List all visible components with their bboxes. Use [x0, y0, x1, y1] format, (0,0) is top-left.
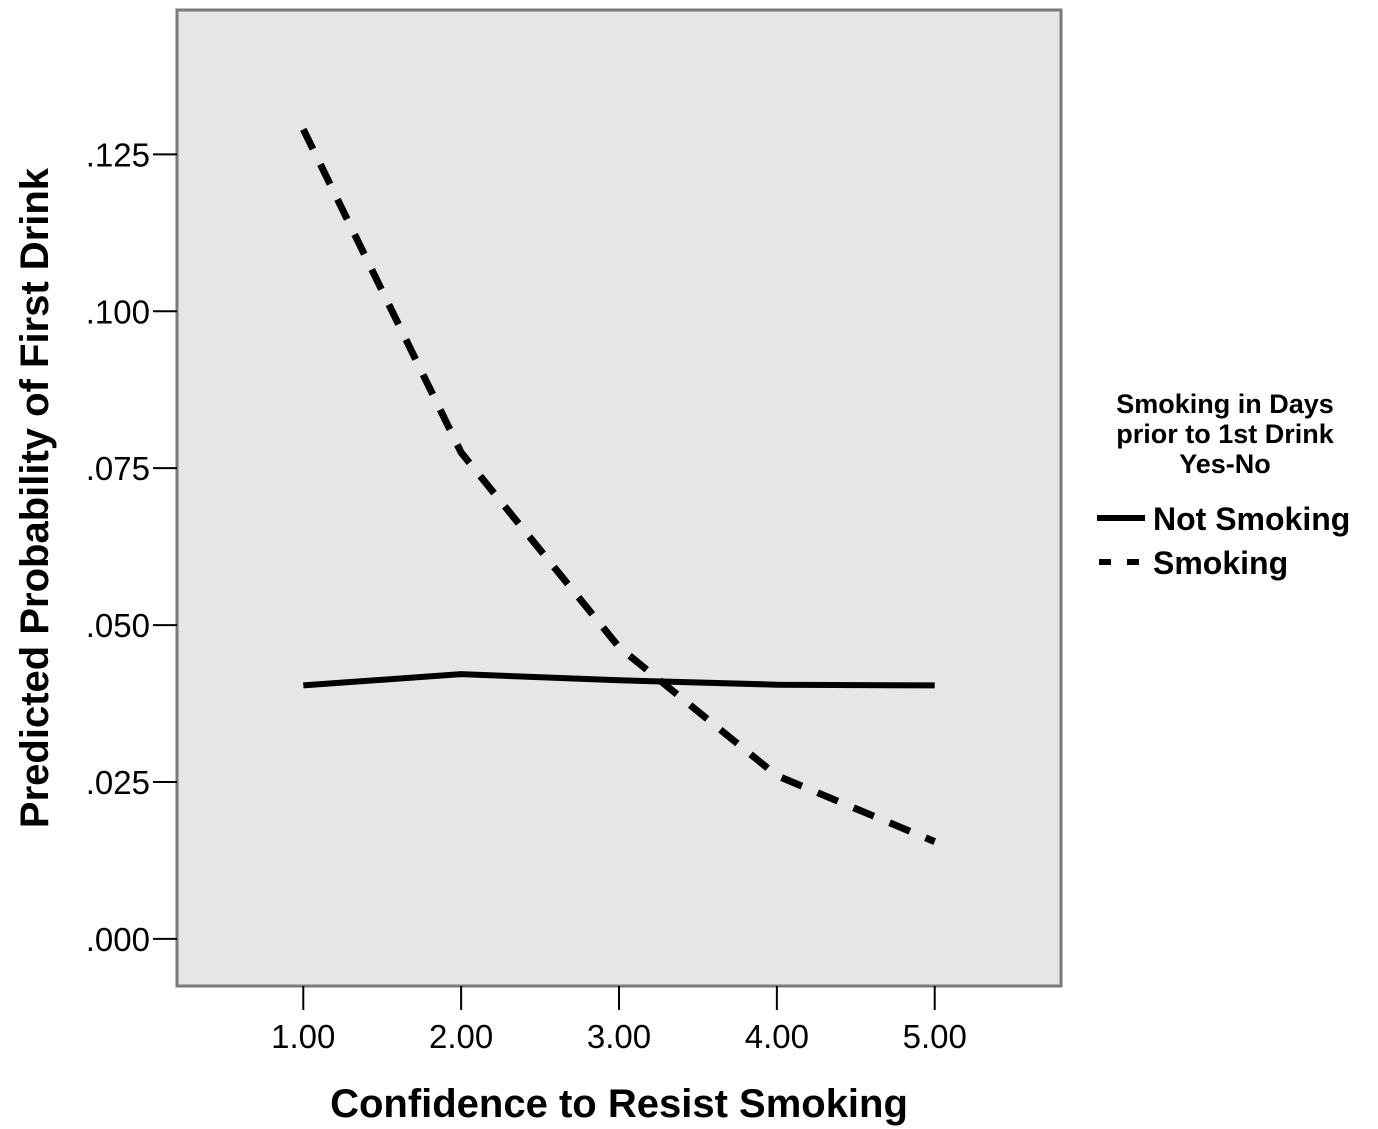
- x-tick-label: 4.00: [745, 1018, 809, 1055]
- y-tick-label: .000: [86, 921, 150, 958]
- x-tick-label: 1.00: [271, 1018, 335, 1055]
- y-tick-label: .050: [86, 607, 150, 644]
- x-tick-label: 2.00: [429, 1018, 493, 1055]
- series-layer: [300, 127, 937, 845]
- series-line-not-smoking: [303, 671, 935, 689]
- legend-title-line-2: prior to 1st Drink: [1116, 419, 1335, 449]
- legend: Smoking in Days prior to 1st Drink Yes-N…: [1097, 389, 1350, 581]
- x-tick-label: 5.00: [903, 1018, 967, 1055]
- legend-label: Not Smoking: [1153, 501, 1350, 537]
- x-axis: 1.00 2.00 3.00 4.00 5.00: [271, 986, 967, 1055]
- legend-title-line-3: Yes-No: [1179, 449, 1271, 479]
- y-axis-title: Predicted Probability of First Drink: [13, 167, 57, 828]
- series-line-smoking: [300, 127, 937, 845]
- y-axis: .000 .025 .050 .075 .100 .125: [86, 136, 177, 958]
- y-tick-label: .075: [86, 450, 150, 487]
- x-tick-label: 3.00: [587, 1018, 651, 1055]
- y-tick-label: .100: [86, 293, 150, 330]
- y-tick-label: .125: [86, 136, 150, 173]
- y-tick-label: .025: [86, 764, 150, 801]
- legend-label: Smoking: [1153, 545, 1288, 581]
- x-axis-title: Confidence to Resist Smoking: [330, 1082, 908, 1126]
- legend-title-line-1: Smoking in Days: [1116, 389, 1334, 419]
